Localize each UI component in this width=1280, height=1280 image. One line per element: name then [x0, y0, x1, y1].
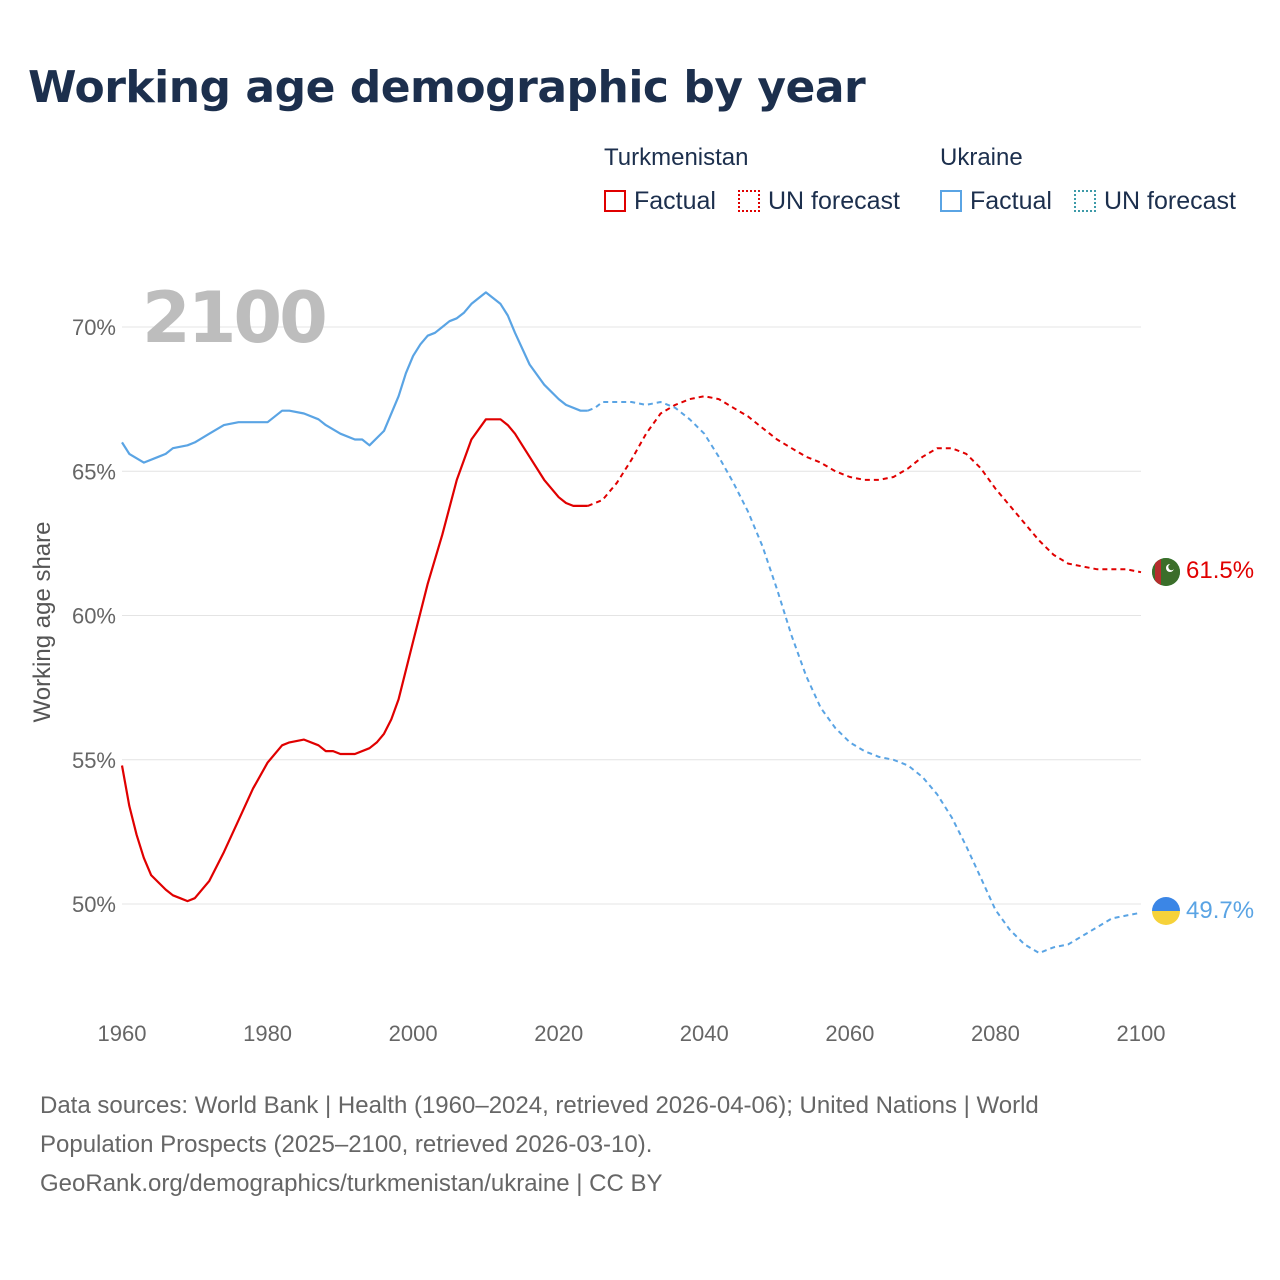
turkmenistan-flag-icon	[1152, 558, 1180, 586]
legend-swatch-dotted-icon	[738, 190, 760, 212]
y-axis-label: Working age share	[29, 522, 56, 723]
sources-line: Population Prospects (2025–2100, retriev…	[40, 1131, 653, 1158]
y-axis: 50% 55% 60% 65% 70%	[72, 315, 116, 917]
x-tick-label: 1980	[243, 1021, 292, 1046]
legend-label: Factual	[634, 186, 716, 215]
x-tick-label: 1960	[98, 1021, 147, 1046]
x-tick-label: 2100	[1117, 1021, 1166, 1046]
legend-group-turkmenistan: Turkmenistan	[604, 144, 749, 171]
sources-line: GeoRank.org/demographics/turkmenistan/uk…	[40, 1170, 663, 1197]
turkmenistan-forecast-line[interactable]	[587, 395, 1142, 574]
legend-item-turkmenistan-forecast[interactable]: UN forecast	[738, 186, 900, 216]
legend-label: UN forecast	[768, 186, 900, 215]
legend-swatch-solid-icon	[604, 190, 626, 212]
x-tick-label: 2080	[971, 1021, 1020, 1046]
x-tick-label: 2000	[389, 1021, 438, 1046]
ukraine-forecast-line[interactable]	[587, 401, 1142, 954]
y-tick-label: 55%	[72, 748, 116, 773]
x-tick-label: 2040	[680, 1021, 729, 1046]
legend-item-ukraine-forecast[interactable]: UN forecast	[1074, 186, 1236, 216]
legend-swatch-solid-icon	[940, 190, 962, 212]
y-tick-label: 50%	[72, 892, 116, 917]
chart-title: Working age demographic by year	[28, 62, 866, 113]
turkmenistan-factual-line[interactable]	[120, 418, 588, 903]
legend-label: Factual	[970, 186, 1052, 215]
ukraine-flag-icon	[1152, 897, 1180, 925]
legend-label: UN forecast	[1104, 186, 1236, 215]
year-watermark: 2100	[142, 277, 325, 359]
data-sources: Data sources: World Bank | Health (1960–…	[40, 1086, 1190, 1203]
end-label-turkmenistan: 61.5%	[1186, 557, 1254, 584]
x-tick-label: 2060	[825, 1021, 874, 1046]
legend-swatch-dotted-icon	[1074, 190, 1096, 212]
legend-item-turkmenistan-factual[interactable]: Factual	[604, 186, 716, 216]
x-axis: 1960 1980 2000 2020 2040 2060 2080 2100	[98, 1021, 1166, 1046]
ukraine-factual-line[interactable]	[121, 291, 588, 464]
legend-group-ukraine: Ukraine	[940, 144, 1023, 171]
y-tick-label: 70%	[72, 315, 116, 340]
series	[120, 291, 1142, 954]
x-tick-label: 2020	[534, 1021, 583, 1046]
y-tick-label: 65%	[72, 459, 116, 484]
end-label-ukraine: 49.7%	[1186, 897, 1254, 924]
grid	[122, 326, 1141, 905]
sources-line: Data sources: World Bank | Health (1960–…	[40, 1092, 1039, 1119]
legend-item-ukraine-factual[interactable]: Factual	[940, 186, 1052, 216]
y-tick-label: 60%	[72, 604, 116, 629]
